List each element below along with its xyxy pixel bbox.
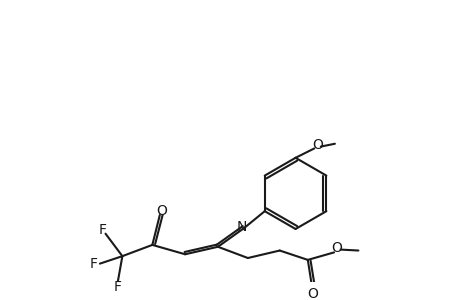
Text: O: O: [312, 138, 323, 152]
Text: F: F: [113, 280, 122, 294]
Text: O: O: [307, 286, 317, 300]
Text: N: N: [236, 220, 247, 234]
Text: F: F: [89, 256, 97, 271]
Text: F: F: [99, 223, 106, 237]
Text: O: O: [330, 241, 341, 255]
Text: O: O: [156, 204, 167, 218]
